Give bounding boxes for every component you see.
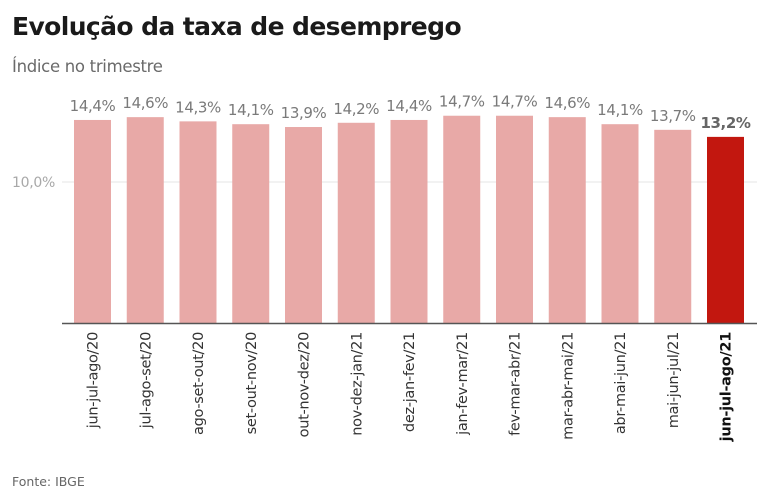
- source-note: Fonte: IBGE: [12, 474, 85, 489]
- bars-layer: [74, 115, 744, 324]
- y-tick-label: 10,0%: [12, 175, 55, 191]
- value-label: 14,6%: [544, 94, 590, 112]
- value-label: 14,4%: [386, 97, 432, 115]
- value-label: 14,2%: [333, 100, 379, 118]
- bar: [707, 136, 744, 323]
- x-tick-label: set-out-nov/20: [244, 332, 260, 434]
- bar: [496, 115, 533, 323]
- x-tick-label: dez-jan-fev/21: [402, 332, 418, 432]
- bar: [285, 127, 322, 323]
- x-tick-label: abr-mai-jun/21: [613, 332, 629, 434]
- bar: [126, 117, 164, 323]
- bar: [337, 122, 375, 323]
- value-label: 14,4%: [70, 97, 116, 115]
- value-labels-layer: 14,4% 14,6% 14,3% 14,1% 13,9% 14,2% 14,4% 14,7%…: [70, 93, 752, 132]
- x-tick-label: mar-abr-mai/21: [560, 332, 576, 440]
- chart-title: Evolução da taxa de desemprego: [12, 12, 462, 41]
- x-tick-label: jul-ago-set/20: [138, 332, 154, 429]
- x-tick-label: jan-fev-mar/21: [455, 332, 471, 436]
- x-axis-labels-layer: jun-jul-ago/20 jul-ago-set/20 ago-set-out/…: [86, 332, 735, 443]
- bar: [654, 129, 692, 323]
- x-tick-label: jun-jul-ago/20: [86, 332, 102, 429]
- bar: [74, 119, 111, 324]
- bar: [601, 124, 639, 323]
- bar: [443, 115, 481, 323]
- value-label: 14,7%: [492, 93, 538, 111]
- x-tick-label: out-nov-dez/20: [297, 332, 313, 437]
- value-label: 14,1%: [228, 101, 274, 119]
- x-tick-label: mai-jun-jul/21: [666, 332, 682, 428]
- grid-layer: 10,0%: [12, 175, 757, 191]
- chart-subtitle: Índice no trimestre: [12, 57, 163, 76]
- value-label: 14,3%: [175, 98, 221, 116]
- bar-chart: 10,0% 14,4% 14,6% 14,3% 14,1% 13,9% 14,2% 14,4…: [12, 93, 757, 443]
- value-label: 14,6%: [122, 94, 168, 112]
- bar: [390, 119, 428, 324]
- value-label: 13,9%: [281, 104, 327, 122]
- bar: [548, 117, 586, 323]
- x-tick-label: fev-mar-abr/21: [508, 332, 524, 436]
- bar: [232, 124, 270, 323]
- value-label: 14,7%: [439, 93, 485, 111]
- x-tick-label: ago-set-out/20: [191, 332, 207, 435]
- x-tick-label: jun-jul-ago/21: [719, 332, 735, 443]
- bar: [179, 121, 217, 324]
- value-label: 13,2%: [700, 114, 750, 132]
- x-tick-label: nov-dez-jan/21: [349, 332, 365, 436]
- value-label: 13,7%: [650, 107, 696, 125]
- value-label: 14,1%: [597, 101, 643, 119]
